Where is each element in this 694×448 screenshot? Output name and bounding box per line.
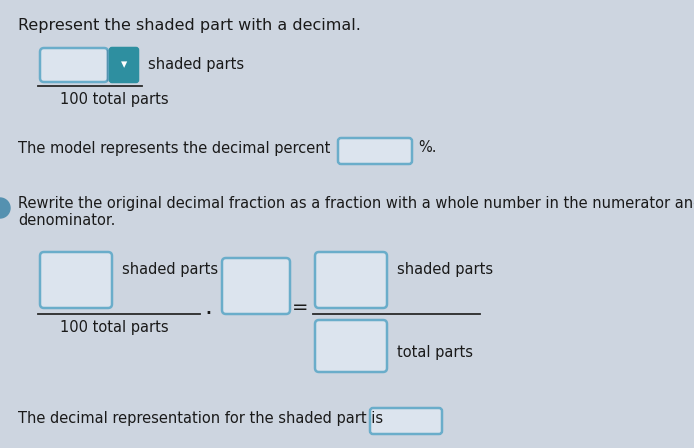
Text: shaded parts: shaded parts (148, 57, 244, 73)
Text: 100 total parts: 100 total parts (60, 320, 169, 335)
Text: The decimal representation for the shaded part is: The decimal representation for the shade… (18, 410, 383, 426)
Text: shaded parts: shaded parts (122, 262, 218, 277)
Circle shape (0, 198, 10, 218)
FancyBboxPatch shape (222, 258, 290, 314)
Text: Rewrite the original decimal fraction as a fraction with a whole number in the n: Rewrite the original decimal fraction as… (18, 196, 694, 211)
Text: total parts: total parts (397, 345, 473, 360)
Text: =: = (291, 298, 308, 318)
FancyBboxPatch shape (40, 48, 108, 82)
Text: The model represents the decimal percent: The model represents the decimal percent (18, 141, 330, 155)
FancyBboxPatch shape (315, 320, 387, 372)
FancyBboxPatch shape (40, 252, 112, 308)
FancyBboxPatch shape (315, 252, 387, 308)
Text: ▾: ▾ (121, 59, 127, 72)
Text: ·: · (204, 302, 212, 326)
Text: Represent the shaded part with a decimal.: Represent the shaded part with a decimal… (18, 18, 361, 33)
Text: shaded parts: shaded parts (397, 262, 493, 277)
Text: 100 total parts: 100 total parts (60, 92, 169, 107)
FancyBboxPatch shape (370, 408, 442, 434)
FancyBboxPatch shape (338, 138, 412, 164)
FancyBboxPatch shape (110, 48, 138, 82)
Text: %.: %. (418, 141, 437, 155)
Text: denominator.: denominator. (18, 213, 115, 228)
